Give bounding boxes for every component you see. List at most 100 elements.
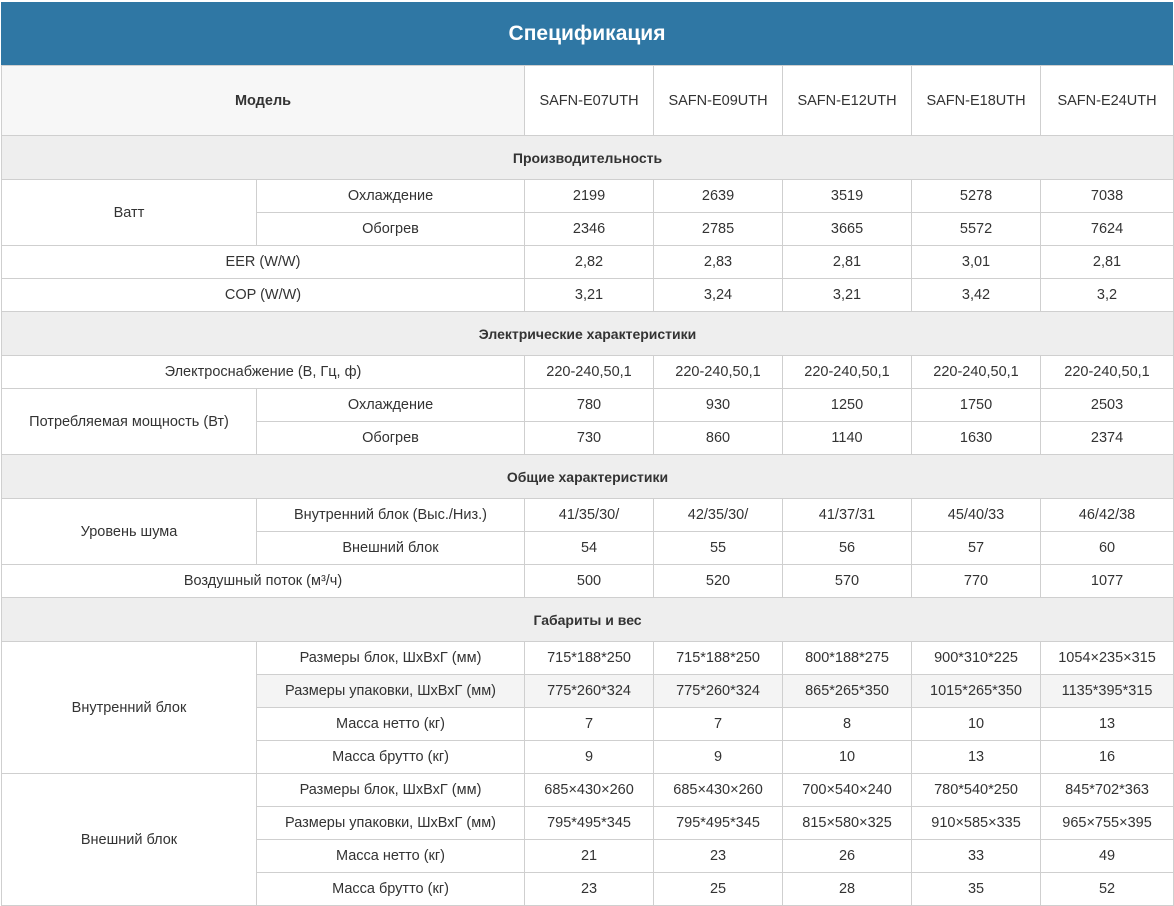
value-cell: 13 xyxy=(1040,707,1174,741)
sub-label: Размеры упаковки, ШхВхГ (мм) xyxy=(255,674,526,708)
value-cell: 57 xyxy=(911,531,1042,565)
spec-title: Спецификация xyxy=(1,2,1173,65)
value-cell: 7 xyxy=(524,707,655,741)
sub-label: Масса нетто (кг) xyxy=(255,839,526,873)
sub-label: Внутренний блок (Выс./Низ.) xyxy=(255,498,526,532)
table-row: Внешний блок 54 55 56 57 60 xyxy=(2,531,1174,565)
sub-label: Внешний блок xyxy=(255,531,526,565)
value-cell: 16 xyxy=(1040,740,1174,774)
sub-label: Размеры блок, ШхВхГ (мм) xyxy=(255,641,526,675)
value-cell: 55 xyxy=(653,531,784,565)
value-cell: 3,01 xyxy=(911,245,1042,279)
model-label: Модель xyxy=(0,65,526,136)
value-cell: 220-240,50,1 xyxy=(1040,355,1174,389)
table-row: Обогрев 2346 2785 3665 5572 7624 xyxy=(2,212,1174,246)
sub-label: Охлаждение xyxy=(255,388,526,422)
value-cell: 49 xyxy=(1040,839,1174,873)
group-label: Внешний блок xyxy=(1,773,257,906)
value-cell: 570 xyxy=(782,564,913,598)
value-cell: 795*495*345 xyxy=(524,806,655,840)
value-cell: 5572 xyxy=(911,212,1042,246)
value-cell: 46/42/38 xyxy=(1040,498,1174,532)
value-cell: 7038 xyxy=(1040,179,1174,213)
value-cell: 1054×235×315 xyxy=(1040,641,1174,675)
spec-table: Модель SAFN-E07UTH SAFN-E09UTH SAFN-E12UTH S… xyxy=(0,65,1174,906)
value-cell: 2,82 xyxy=(524,245,655,279)
table-row: Масса брутто (кг) 9 9 10 13 16 xyxy=(2,740,1174,774)
value-cell: 3,2 xyxy=(1040,278,1174,312)
table-row: Обогрев 730 860 1140 1630 2374 xyxy=(2,421,1174,455)
value-cell: 42/35/30/ xyxy=(653,498,784,532)
value-cell: 1135*395*315 xyxy=(1040,674,1174,708)
value-cell: 3,24 xyxy=(653,278,784,312)
value-cell: 1140 xyxy=(782,421,913,455)
value-cell: 8 xyxy=(782,707,913,741)
table-row: Масса нетто (кг) 21 23 26 33 49 xyxy=(2,839,1174,873)
value-cell: 965×755×395 xyxy=(1040,806,1174,840)
sub-label: Обогрев xyxy=(255,212,526,246)
value-cell: 220-240,50,1 xyxy=(911,355,1042,389)
model-name: SAFN-E18UTH xyxy=(911,65,1042,136)
table-row: COP (W/W) 3,21 3,24 3,21 3,42 3,2 xyxy=(0,278,1174,312)
value-cell: 800*188*275 xyxy=(782,641,913,675)
section-title-general: Общие характеристики xyxy=(0,454,1174,499)
value-cell: 35 xyxy=(911,872,1042,906)
value-cell: 52 xyxy=(1040,872,1174,906)
table-row: Размеры упаковки, ШхВхГ (мм) 775*260*324 7… xyxy=(2,674,1174,708)
value-cell: 2639 xyxy=(653,179,784,213)
model-name: SAFN-E09UTH xyxy=(653,65,784,136)
table-row: Масса нетто (кг) 7 7 8 10 13 xyxy=(2,707,1174,741)
value-cell: 220-240,50,1 xyxy=(524,355,655,389)
table-row: Электроснабжение (В, Гц, ф) 220-240,50,1 2… xyxy=(0,355,1174,389)
value-cell: 2,83 xyxy=(653,245,784,279)
row-label: Воздушный поток (м³/ч) xyxy=(0,564,526,598)
value-cell: 220-240,50,1 xyxy=(653,355,784,389)
sub-label: Обогрев xyxy=(255,421,526,455)
value-cell: 930 xyxy=(653,388,784,422)
value-cell: 865*265*350 xyxy=(782,674,913,708)
value-cell: 1015*265*350 xyxy=(911,674,1042,708)
sub-label: Масса брутто (кг) xyxy=(255,740,526,774)
value-cell: 56 xyxy=(782,531,913,565)
value-cell: 3,21 xyxy=(782,278,913,312)
value-cell: 3,21 xyxy=(524,278,655,312)
value-cell: 1250 xyxy=(782,388,913,422)
sub-label: Размеры упаковки, ШхВхГ (мм) xyxy=(255,806,526,840)
value-cell: 715*188*250 xyxy=(524,641,655,675)
value-cell: 10 xyxy=(782,740,913,774)
value-cell: 54 xyxy=(524,531,655,565)
value-cell: 28 xyxy=(782,872,913,906)
value-cell: 3665 xyxy=(782,212,913,246)
value-cell: 23 xyxy=(524,872,655,906)
value-cell: 685×430×260 xyxy=(524,773,655,807)
value-cell: 45/40/33 xyxy=(911,498,1042,532)
value-cell: 5278 xyxy=(911,179,1042,213)
value-cell: 500 xyxy=(524,564,655,598)
value-cell: 220-240,50,1 xyxy=(782,355,913,389)
value-cell: 780 xyxy=(524,388,655,422)
sub-label: Масса нетто (кг) xyxy=(255,707,526,741)
model-name: SAFN-E07UTH xyxy=(524,65,655,136)
value-cell: 33 xyxy=(911,839,1042,873)
table-row: Уровень шума Внутренний блок (Выс./Низ.) 4… xyxy=(1,498,1174,565)
value-cell: 2,81 xyxy=(782,245,913,279)
value-cell: 25 xyxy=(653,872,784,906)
value-cell: 795*495*345 xyxy=(653,806,784,840)
value-cell: 1630 xyxy=(911,421,1042,455)
value-cell: 23 xyxy=(653,839,784,873)
value-cell: 3,42 xyxy=(911,278,1042,312)
table-row: Воздушный поток (м³/ч) 500 520 570 770 1077 xyxy=(0,564,1174,598)
group-label: Потребляемая мощность (Вт) xyxy=(1,388,257,455)
group-label: Уровень шума xyxy=(1,498,257,565)
row-label: COP (W/W) xyxy=(0,278,526,312)
section-row: Электрические характеристики xyxy=(0,311,1174,356)
row-label: Электроснабжение (В, Гц, ф) xyxy=(0,355,526,389)
sub-label: Масса брутто (кг) xyxy=(255,872,526,906)
value-cell: 900*310*225 xyxy=(911,641,1042,675)
value-cell: 2199 xyxy=(524,179,655,213)
value-cell: 910×585×335 xyxy=(911,806,1042,840)
value-cell: 780*540*250 xyxy=(911,773,1042,807)
value-cell: 520 xyxy=(653,564,784,598)
value-cell: 60 xyxy=(1040,531,1174,565)
value-cell: 685×430×260 xyxy=(653,773,784,807)
